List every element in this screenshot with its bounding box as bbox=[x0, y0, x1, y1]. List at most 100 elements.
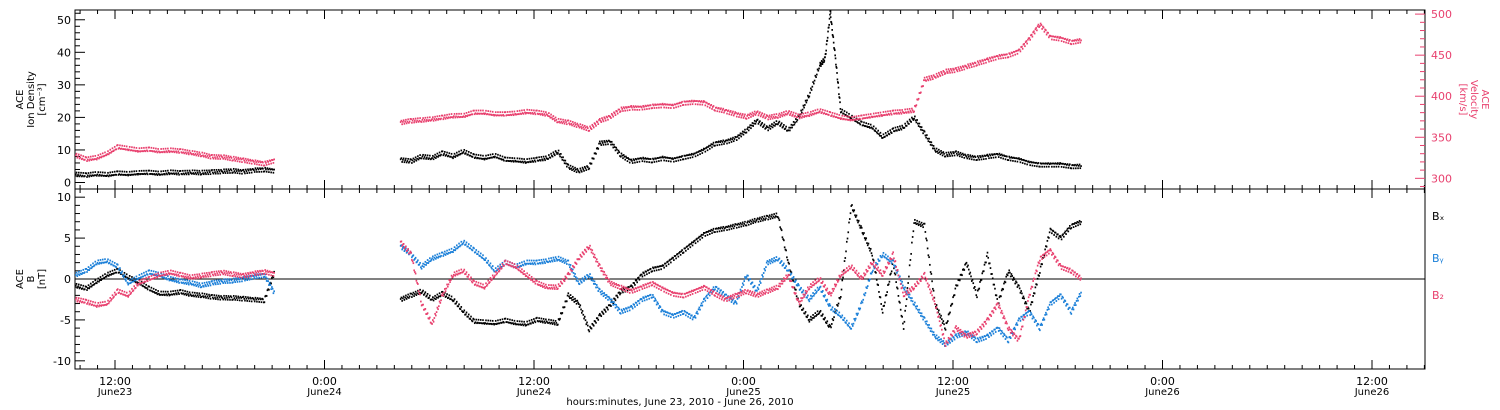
bx-series-point bbox=[136, 281, 138, 284]
by-series-point bbox=[170, 276, 172, 278]
ion-density-series-point bbox=[973, 158, 975, 161]
ion-density-series-point bbox=[733, 138, 736, 140]
bx-series-point bbox=[877, 284, 880, 286]
ion-density-series-point bbox=[988, 153, 991, 156]
ion-density-series-point bbox=[539, 159, 542, 162]
ion-density-series-point bbox=[778, 120, 781, 123]
bx-series-point bbox=[735, 226, 738, 229]
velocity-series-point bbox=[1036, 29, 1038, 32]
by-series-point bbox=[711, 288, 714, 291]
ion-density-series-point bbox=[196, 169, 198, 172]
by-series-point bbox=[248, 278, 251, 281]
bx-series-point bbox=[443, 293, 445, 296]
by-series-point bbox=[616, 309, 619, 312]
by-series-point bbox=[920, 312, 923, 315]
ion-density-series-point bbox=[900, 128, 903, 131]
by-series-point bbox=[643, 297, 645, 299]
velocity-series-point bbox=[838, 114, 841, 116]
ion-density-series-point bbox=[661, 155, 664, 158]
by-series-point bbox=[884, 253, 887, 256]
bx-series-point bbox=[931, 280, 933, 283]
bx-series-point bbox=[202, 296, 205, 299]
ion-density-series-point bbox=[170, 169, 172, 172]
by-series-point bbox=[196, 281, 198, 284]
velocity-series-point bbox=[745, 117, 748, 120]
ion-density-series-point bbox=[405, 161, 408, 164]
velocity-series-point bbox=[477, 109, 480, 112]
ion-density-series-point bbox=[215, 168, 218, 171]
ion-density-series-point bbox=[640, 157, 643, 160]
ion-density-series-point bbox=[890, 132, 893, 134]
by-series-point bbox=[825, 300, 828, 303]
bx-series-point bbox=[211, 296, 214, 299]
bx-series-point bbox=[949, 311, 951, 314]
velocity-series-point bbox=[811, 112, 814, 115]
ion-density-series-point bbox=[741, 130, 744, 133]
ion-density-series-point bbox=[455, 154, 457, 157]
bx-series-point bbox=[1074, 222, 1076, 224]
bx-series-point bbox=[580, 311, 583, 314]
bx-series-point bbox=[1063, 235, 1065, 238]
ion-density-series-point bbox=[878, 134, 881, 137]
by-series-point bbox=[822, 290, 824, 292]
by-series-point bbox=[595, 284, 598, 286]
by-series-point bbox=[435, 256, 438, 259]
bx-series-point bbox=[839, 297, 841, 300]
bx-series-point bbox=[1065, 233, 1067, 235]
velocity-series-point bbox=[855, 115, 858, 118]
ion-density-series-point bbox=[732, 140, 735, 143]
ion-density-series-point bbox=[719, 141, 722, 144]
bx-series-point bbox=[619, 293, 621, 296]
velocity-series-point bbox=[780, 114, 782, 116]
by-series-point bbox=[423, 263, 426, 266]
ion-density-series-point bbox=[768, 126, 770, 129]
bx-series-point bbox=[746, 221, 749, 224]
by-series-point bbox=[532, 263, 534, 266]
velocity-series-point bbox=[496, 114, 499, 117]
by-series-point bbox=[198, 282, 201, 285]
by-series-point bbox=[443, 253, 445, 255]
bx-series-point bbox=[1031, 301, 1034, 304]
ion-density-series-point bbox=[935, 147, 938, 150]
ion-density-series-point bbox=[272, 171, 275, 174]
velocity-series-point bbox=[913, 110, 915, 113]
velocity-series-point bbox=[685, 103, 687, 106]
by-series-point bbox=[573, 275, 576, 278]
velocity-series-point bbox=[1064, 37, 1067, 40]
velocity-series-point bbox=[580, 125, 582, 128]
ion-density-series-point bbox=[413, 160, 415, 163]
bx-series-point bbox=[890, 270, 893, 273]
velocity-series-point bbox=[222, 157, 225, 160]
ion-density-series-point bbox=[549, 156, 552, 159]
ion-density-series-point bbox=[723, 143, 725, 145]
by-series-point bbox=[749, 278, 752, 280]
ion-density-series-point bbox=[588, 167, 591, 170]
by-series-point bbox=[745, 276, 748, 278]
by-series-point bbox=[140, 272, 143, 275]
by-series-point bbox=[890, 262, 893, 265]
ion-density-series-point bbox=[503, 159, 505, 162]
bx-series-point bbox=[758, 218, 760, 221]
bx-series-point bbox=[929, 271, 932, 273]
bx-series-point bbox=[938, 313, 941, 316]
by-series-point bbox=[554, 260, 556, 262]
ion-density-series-point bbox=[182, 169, 184, 172]
bx-series-point bbox=[831, 318, 834, 320]
velocity-series-point bbox=[166, 151, 168, 154]
velocity-series-point bbox=[592, 126, 595, 129]
ion-density-series-point bbox=[689, 156, 692, 159]
velocity-series-point bbox=[1078, 39, 1080, 42]
bx-series-point bbox=[1036, 277, 1039, 280]
velocity-series-point bbox=[463, 112, 466, 115]
velocity-series-point bbox=[991, 56, 994, 59]
velocity-series-point bbox=[589, 127, 592, 129]
by-series-point bbox=[758, 283, 760, 286]
by-series-point bbox=[782, 264, 784, 266]
bx-series-point bbox=[101, 274, 104, 277]
by-series-point bbox=[686, 312, 689, 314]
ion-density-series-point bbox=[444, 151, 446, 153]
velocity-series-point bbox=[670, 107, 672, 109]
velocity-series-point bbox=[457, 115, 460, 118]
bx-series-point bbox=[506, 318, 509, 320]
bx-series-point bbox=[104, 273, 106, 276]
